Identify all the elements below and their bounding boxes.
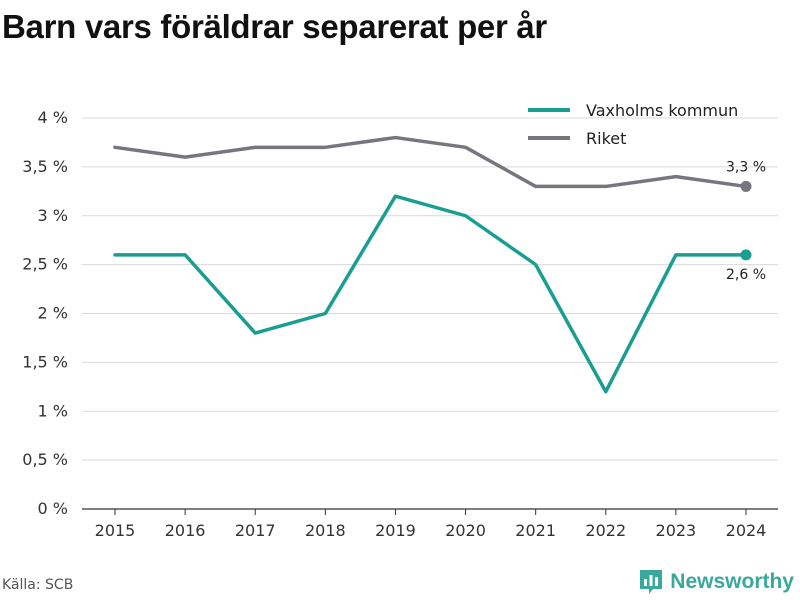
x-tick-label: 2024 xyxy=(726,521,767,540)
series-line xyxy=(113,194,748,394)
legend-label: Riket xyxy=(586,129,626,148)
x-tick-label: 2016 xyxy=(165,521,206,540)
y-tick-label: 2,5 % xyxy=(22,255,68,274)
x-tick-label: 2017 xyxy=(235,521,276,540)
y-tick-label: 0,5 % xyxy=(22,450,68,469)
legend-label: Vaxholms kommun xyxy=(586,101,738,120)
y-tick-label: 3 % xyxy=(38,206,68,225)
x-tick-label: 2020 xyxy=(445,521,486,540)
y-tick-label: 1 % xyxy=(38,401,68,420)
y-tick-label: 1,5 % xyxy=(22,352,68,371)
y-tick-label: 0 % xyxy=(38,499,68,518)
x-tick-label: 2021 xyxy=(515,521,556,540)
source-note: Källa: SCB xyxy=(2,577,74,593)
brand-name: Newsworthy xyxy=(670,570,794,593)
y-tick-label: 2 % xyxy=(38,304,68,323)
series-line xyxy=(113,135,748,189)
x-tick-label: 2015 xyxy=(95,521,136,540)
page-title: Barn vars föräldrar separerat per år xyxy=(2,8,547,45)
y-tick-label: 3,5 % xyxy=(22,157,68,176)
series-end-label: 3,3 % xyxy=(726,159,766,175)
y-tick-label: 4 % xyxy=(38,108,68,127)
chart-series: 2,6 % 3,3 % xyxy=(113,135,766,394)
series-end-label: 2,6 % xyxy=(726,267,766,283)
newsworthy-logo-icon xyxy=(640,570,663,594)
x-tick-label: 2018 xyxy=(305,521,346,540)
chart-grid xyxy=(82,117,778,510)
x-tick-label: 2019 xyxy=(375,521,416,540)
series-end-point xyxy=(740,249,752,261)
x-tick-label: 2022 xyxy=(585,521,626,540)
x-tick-label: 2023 xyxy=(656,521,697,540)
chart-legend: Vaxholms kommun Riket xyxy=(528,101,738,148)
series-end-point xyxy=(740,180,752,192)
brand[interactable]: Newsworthy xyxy=(638,568,794,596)
x-axis-ticks: 2015 2016 2017 2018 2019 2020 2021 2022 2023 2024 xyxy=(95,509,767,540)
y-axis-ticks: 0 % 0,5 % 1 % 1,5 % 2 % 2,5 % 3 % 3,5 % 4 % xyxy=(22,108,68,518)
